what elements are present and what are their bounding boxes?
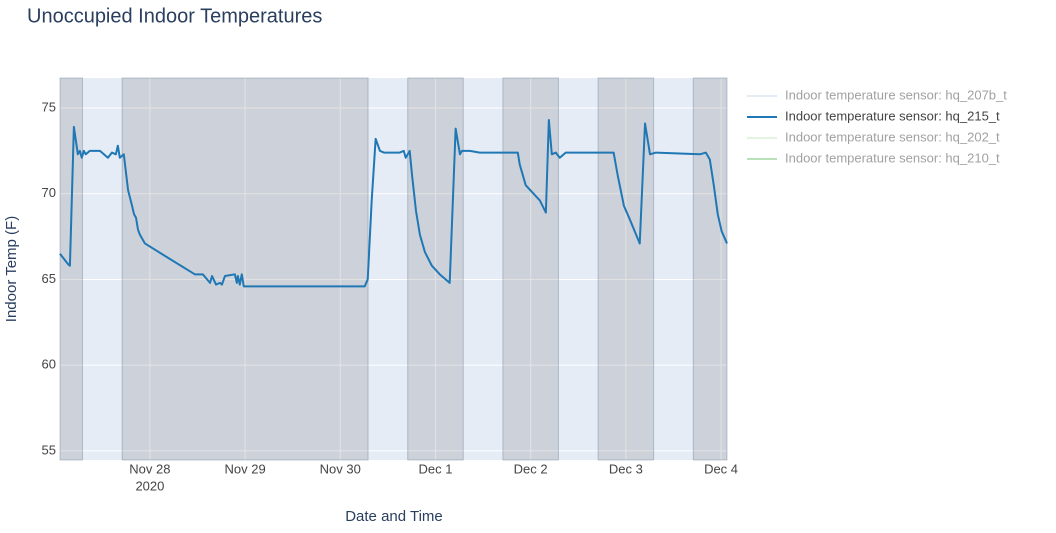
x-tick-label: Nov 30: [320, 461, 361, 476]
y-axis-title: Indoor Temp (F): [3, 216, 20, 322]
x-tick-label: Dec 3: [609, 461, 643, 476]
x-tick-label: Nov 29: [224, 461, 265, 476]
x-tick-label: Dec 2: [514, 461, 548, 476]
y-tick-label: 60: [42, 357, 56, 372]
legend-label: Indoor temperature sensor: hq_215_t: [785, 108, 1000, 123]
plot-area: [60, 78, 727, 460]
x-tick-label: Dec 1: [418, 461, 452, 476]
x-tick-label: Nov 28: [129, 461, 170, 476]
y-tick-label: 65: [42, 271, 56, 286]
x-tick-label: Dec 4: [704, 461, 738, 476]
chart-title: Unoccupied Indoor Temperatures: [27, 5, 322, 27]
x-axis-title: Date and Time: [345, 508, 443, 525]
shaded-period: [502, 77, 559, 461]
y-tick-label: 55: [42, 442, 56, 457]
y-tick-label: 70: [42, 185, 56, 200]
series-line: [59, 119, 728, 288]
shaded-period: [121, 77, 369, 461]
x-year-label: 2020: [135, 478, 164, 493]
shaded-period: [692, 77, 728, 461]
shaded-period: [59, 77, 83, 461]
y-tick-label: 75: [42, 99, 56, 114]
legend-label: Indoor temperature sensor: hq_202_t: [785, 129, 1000, 144]
legend-label: Indoor temperature sensor: hq_207b_t: [785, 87, 1007, 102]
legend-label: Indoor temperature sensor: hq_210_t: [785, 150, 1000, 165]
